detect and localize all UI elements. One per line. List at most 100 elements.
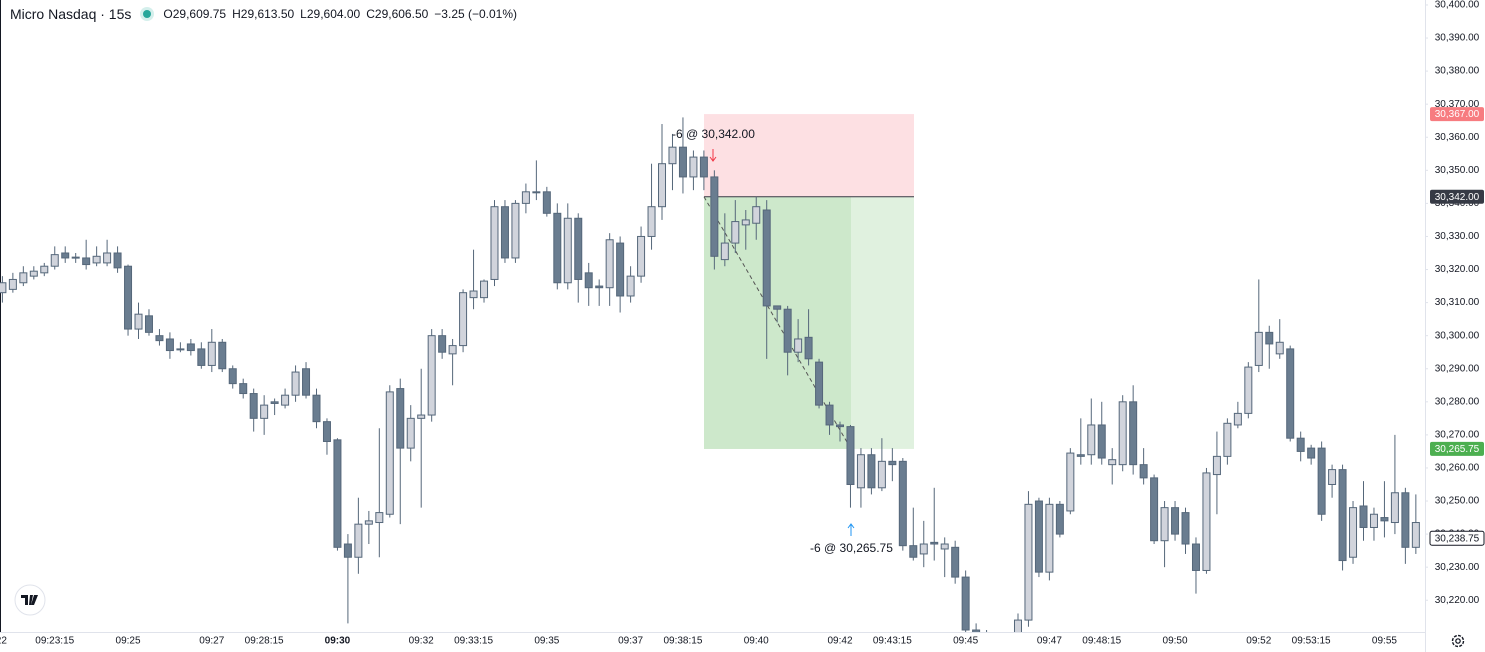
candle-body <box>1087 424 1096 456</box>
candle-body <box>762 209 771 307</box>
candle-body <box>877 460 886 489</box>
tv-logo[interactable] <box>14 584 46 616</box>
candle-body <box>898 460 907 547</box>
y-tick-label: 30,220.00 <box>1435 595 1480 606</box>
candle-body <box>1233 412 1242 426</box>
y-tick-label: 30,270.00 <box>1435 430 1480 441</box>
y-tick-label: 30,360.00 <box>1435 132 1480 143</box>
candle-body <box>176 348 185 351</box>
candle-body <box>689 156 698 178</box>
y-tick-label: 30,330.00 <box>1435 231 1480 242</box>
candle-body <box>940 543 949 550</box>
candle-body <box>532 191 541 194</box>
candle-body <box>616 242 625 297</box>
candle-body <box>773 305 782 310</box>
candle-body <box>1004 640 1011 652</box>
candle-body <box>626 275 635 297</box>
candle-body <box>930 541 939 545</box>
candle-body <box>469 290 478 299</box>
candle-body <box>1411 522 1420 548</box>
candle-body <box>752 206 761 224</box>
candle-body <box>1390 492 1399 524</box>
candle-body <box>1055 503 1064 535</box>
candle-body <box>92 255 101 264</box>
candle-body <box>1244 366 1253 414</box>
y-tick-label: 30,390.00 <box>1435 33 1480 44</box>
candle-body <box>595 285 604 289</box>
candle-body <box>983 647 990 652</box>
x-tick-label: 09:48:15 <box>1082 636 1121 647</box>
x-tick-label: 09:27 <box>199 636 224 647</box>
x-tick-label: 09:23:15 <box>35 636 74 647</box>
y-tick-label: 30,320.00 <box>1435 264 1480 275</box>
x-tick-label: 09:38:15 <box>663 636 702 647</box>
x-tick-label: 09:53:15 <box>1292 636 1331 647</box>
candle-body <box>1034 500 1043 573</box>
candle-body <box>197 348 206 366</box>
candle-body <box>1139 464 1148 479</box>
candle-body <box>207 341 216 366</box>
candle-body <box>103 252 112 264</box>
candle-body <box>302 368 311 396</box>
candle-body <box>825 404 834 426</box>
candle-body <box>1223 422 1232 457</box>
candle-body <box>8 278 17 290</box>
candle-body <box>448 345 457 355</box>
candle-body <box>50 254 59 267</box>
candle-body <box>1296 437 1305 452</box>
header-value: O29,609.75 <box>163 7 227 21</box>
header-value: L29,604.00 <box>300 7 361 21</box>
settings-icon[interactable] <box>1451 634 1465 648</box>
y-tick-label: 30,300.00 <box>1435 330 1480 341</box>
x-tick-label: 09:43:15 <box>873 636 912 647</box>
candle-body <box>1108 459 1117 466</box>
candle-body <box>1160 507 1169 542</box>
candle-body <box>186 343 195 352</box>
x-tick-label: 09:42 <box>827 636 852 647</box>
candle-body <box>1066 452 1075 512</box>
candle-body <box>1254 331 1263 366</box>
candle-body <box>1359 505 1368 528</box>
x-tick-label: 09:55 <box>1372 636 1397 647</box>
x-tick-label: 09:50 <box>1163 636 1188 647</box>
candle-body <box>1202 472 1211 571</box>
candle-body <box>951 546 960 578</box>
status-dot <box>143 10 152 18</box>
candle-body <box>228 368 237 385</box>
candle-body <box>1265 331 1274 345</box>
candle-body <box>113 252 122 269</box>
candle-body <box>1024 503 1033 621</box>
candle-body <box>584 272 593 289</box>
header: Micro Nasdaq · 15s O29,609.75 H29,613.50 L… <box>10 6 517 22</box>
candle-body <box>438 335 447 353</box>
candle-body <box>574 217 583 280</box>
candle-body <box>909 545 918 558</box>
candle-body <box>1150 477 1159 542</box>
candle-body <box>165 338 174 352</box>
candle-body <box>710 176 719 257</box>
candle-body <box>333 439 342 548</box>
x-tick-label: 09:37 <box>618 636 643 647</box>
x-tick-label: 09:45 <box>953 636 978 647</box>
candle-body <box>794 338 803 353</box>
x-tick-label: 09:30 <box>325 636 351 647</box>
candle-body <box>972 629 981 632</box>
candle-body <box>134 313 143 330</box>
header-value: H29,613.50 <box>232 7 295 21</box>
candle-body <box>678 146 687 178</box>
entry-annotation: -6 @ 30,342.00 <box>672 127 755 141</box>
candle-body <box>1097 424 1106 459</box>
candle-body <box>1076 454 1085 457</box>
candle-body <box>1349 507 1358 558</box>
candle-body <box>40 265 49 274</box>
candle-body <box>1380 517 1389 522</box>
x-tick-label: 09:22 <box>0 636 7 647</box>
candle-body <box>1045 503 1054 573</box>
candle-body <box>919 543 928 555</box>
candle-body <box>82 257 91 266</box>
x-tick-label: 09:25 <box>116 636 141 647</box>
candle-body <box>731 221 740 244</box>
candle-body <box>343 543 352 558</box>
